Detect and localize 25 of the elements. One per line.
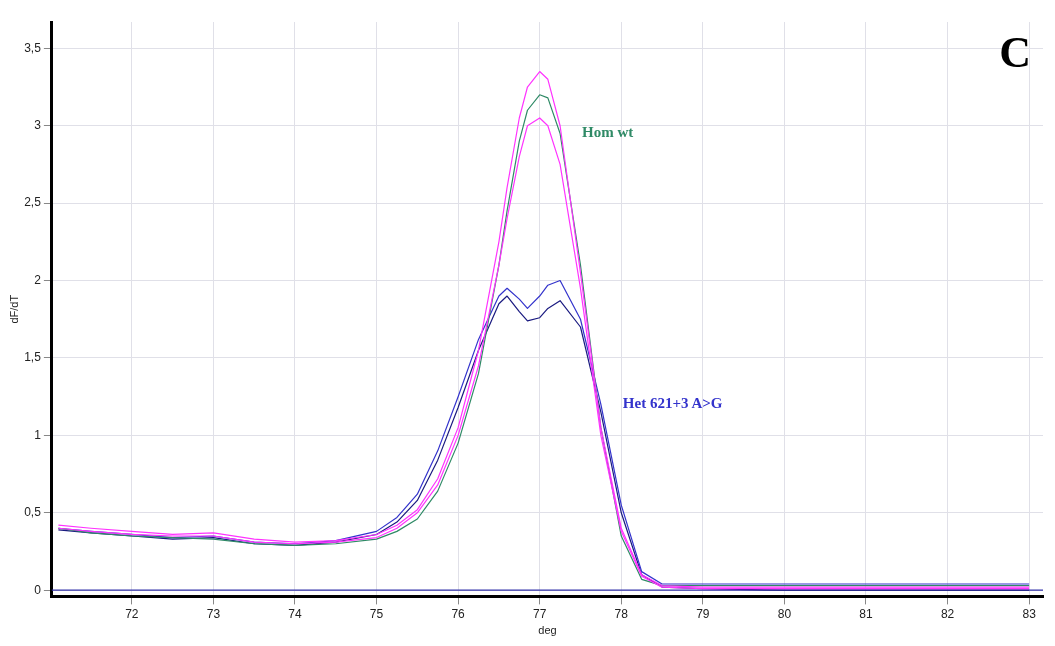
y-tick-label: 0,5	[24, 505, 42, 520]
y-tick-label: 1	[34, 427, 42, 442]
y-tick-label: 1,5	[24, 350, 42, 365]
x-tick-label: 75	[369, 606, 384, 621]
annotation: C	[999, 28, 1031, 78]
y-tick-label: 2	[34, 272, 42, 287]
x-tick-label: 72	[125, 606, 139, 621]
y-tick-label: 3,5	[24, 40, 42, 55]
x-tick-label: 82	[940, 606, 955, 621]
series-label: Het 621+3 A>G	[622, 395, 723, 412]
y-tick-label: 0	[34, 582, 42, 597]
x-tick-label: 80	[777, 606, 792, 621]
x-tick-label: 77	[533, 606, 547, 621]
x-axis-title: deg	[538, 624, 557, 637]
y-tick-label: 3	[34, 118, 42, 133]
x-tick-label: 81	[859, 606, 873, 621]
series-label: Hom wt	[582, 124, 634, 141]
x-tick-label: 79	[696, 606, 710, 621]
y-axis-title: dF/dT	[7, 294, 20, 324]
y-tick-label: 2,5	[24, 195, 42, 210]
x-tick-label: 78	[614, 606, 629, 621]
x-tick-label: 74	[288, 606, 302, 621]
x-tick-label: 83	[1022, 606, 1037, 621]
x-tick-label: 76	[451, 606, 466, 621]
x-tick-label: 73	[206, 606, 221, 621]
